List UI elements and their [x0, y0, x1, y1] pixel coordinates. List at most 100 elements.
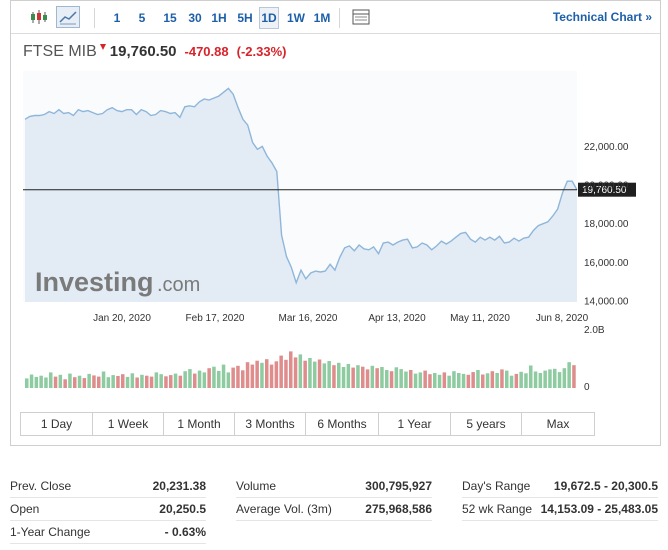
instrument-header: FTSE MIB 19,760.50 -470.88 (-2.33%) — [23, 43, 294, 63]
range-1-year-button[interactable]: 1 Year — [379, 413, 451, 435]
range-max-button[interactable]: Max — [546, 417, 570, 431]
investing-watermark: Investing .com — [35, 267, 200, 297]
y-tick-label: 22,000.00 — [584, 142, 629, 153]
stat-avg-volume: Average Vol. (3m) 275,968,586 — [236, 499, 432, 521]
technical-chart-link[interactable]: Technical Chart » — [552, 10, 652, 24]
period-5h-button[interactable]: 5H — [237, 11, 253, 25]
period-30-button[interactable]: 30 — [188, 11, 202, 25]
volume-bar — [197, 370, 202, 388]
period-1d-button[interactable]: 1D — [259, 7, 279, 29]
range-1-month-button[interactable]: 1 Month — [164, 413, 235, 435]
volume-bar — [188, 369, 192, 388]
volume-bar — [77, 375, 82, 388]
volume-bar — [164, 376, 168, 388]
instrument-name: FTSE MIB — [23, 43, 97, 60]
volume-bar — [399, 369, 403, 388]
price-change: -470.88 — [184, 44, 229, 59]
volume-bar — [457, 373, 461, 388]
volume-bar — [25, 378, 29, 388]
candlestick-icon — [31, 10, 47, 24]
chart-panel: 1 5 15 30 1H 5H 1D 1W 1M Technical Chart » FTSE … — [10, 0, 661, 446]
volume-bar — [548, 369, 552, 388]
stat-label: Volume — [236, 479, 277, 493]
x-tick-label: Mar 16, 2020 — [279, 313, 338, 324]
volume-bar — [159, 374, 163, 388]
volume-bar — [121, 374, 125, 388]
toolbar-divider — [339, 8, 340, 28]
volume-bar — [226, 372, 231, 388]
volume-bar — [250, 364, 255, 388]
volume-bar — [111, 375, 115, 388]
table-view-button[interactable] — [349, 6, 373, 28]
period-1w-button[interactable]: 1W — [287, 11, 305, 25]
volume-bar — [442, 372, 447, 388]
volume-bar — [317, 359, 322, 388]
period-1h-button[interactable]: 1H — [211, 11, 227, 25]
volume-bar — [221, 364, 226, 388]
volume-bar — [183, 371, 187, 388]
period-1-button[interactable]: 1 — [113, 11, 121, 25]
range-3-months-button[interactable]: 3 Months — [235, 413, 306, 435]
volume-bar — [29, 374, 34, 388]
volume-bar — [365, 369, 370, 388]
volume-bar — [97, 376, 101, 388]
volume-bar — [572, 365, 576, 388]
range-5-years-button[interactable]: 5 years — [451, 413, 522, 435]
price-chart[interactable]: Investing .com 19,760.50 22,000.00 20,000… — [11, 63, 662, 403]
volume-bar — [173, 373, 178, 388]
stat-open: Open 20,250.5 — [10, 499, 206, 521]
volume-bar — [202, 372, 207, 388]
volume-bar — [370, 365, 375, 388]
volume-bar — [293, 357, 298, 388]
stat-days-range: Day's Range 19,672.5 - 20,300.5 — [462, 476, 658, 498]
stat-value: 275,968,586 — [365, 502, 432, 516]
volume-bar — [241, 370, 245, 388]
stat-value: 19,672.5 - 20,300.5 — [553, 479, 658, 493]
volume-bar — [130, 373, 135, 388]
stat-value: 14,153.09 - 25,483.05 — [540, 502, 658, 516]
period-1m-button[interactable]: 1M — [313, 11, 331, 25]
volume-bar — [553, 368, 557, 388]
volume-bar — [207, 368, 211, 388]
volume-bar — [140, 374, 144, 388]
range-1-week-button[interactable]: 1 Week — [93, 413, 164, 435]
volume-bar — [178, 375, 183, 388]
volume-bar — [284, 359, 288, 388]
volume-bar — [509, 375, 514, 388]
stat-value: 20,250.5 — [159, 502, 206, 516]
volume-bar — [428, 374, 432, 388]
volume-bar — [92, 375, 96, 388]
volume-bar — [106, 377, 111, 388]
volume-bar — [322, 363, 327, 388]
period-5-button[interactable]: 5 — [138, 11, 146, 25]
y-tick-label: 14,000.00 — [584, 297, 629, 308]
table-icon — [352, 9, 370, 25]
volume-bar — [461, 373, 466, 388]
volume-bar — [274, 361, 279, 388]
current-price-label: 19,760.50 — [582, 185, 627, 196]
range-6-months-button[interactable]: 6 Months — [306, 413, 379, 435]
volume-bar — [193, 373, 197, 388]
volume-bar — [500, 369, 504, 388]
candlestick-chart-button[interactable] — [27, 6, 51, 28]
stat-label: Prev. Close — [10, 479, 72, 493]
volume-bar — [145, 375, 149, 388]
y-axis: 22,000.00 20,000.00 18,000.00 16,000.00 14,0… — [584, 142, 629, 308]
area-chart-button[interactable] — [56, 6, 80, 28]
volume-bar — [149, 376, 154, 388]
volume-bar — [154, 372, 159, 388]
stat-value: 20,231.38 — [152, 479, 206, 493]
volume-bar — [514, 373, 519, 388]
volume-bar — [260, 362, 264, 388]
stat-label: Open — [10, 502, 40, 516]
period-15-button[interactable]: 15 — [163, 11, 177, 25]
range-1-day-button[interactable]: 1 Day — [21, 413, 93, 435]
volume-axis-min: 0 — [584, 382, 590, 393]
volume-bar — [433, 373, 437, 388]
stat-value: - 0.63% — [164, 525, 206, 539]
volume-bar — [44, 377, 48, 388]
volume-bar — [524, 373, 528, 388]
volume-bar — [375, 368, 379, 388]
volume-bar — [413, 373, 418, 388]
volume-bar — [389, 371, 394, 388]
